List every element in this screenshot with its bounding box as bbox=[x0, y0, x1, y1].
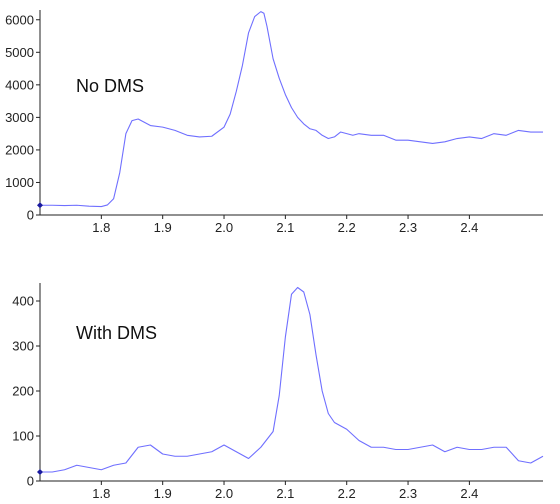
series-start-marker bbox=[37, 469, 43, 475]
x-tick-label: 1.9 bbox=[154, 486, 172, 501]
y-tick-label: 4000 bbox=[5, 77, 34, 92]
chart-title: No DMS bbox=[76, 76, 144, 96]
x-tick-label: 2.4 bbox=[460, 486, 478, 501]
x-tick-label: 2.1 bbox=[276, 486, 294, 501]
y-tick-label: 0 bbox=[27, 474, 34, 489]
x-tick-label: 1.8 bbox=[92, 220, 110, 235]
chart-panel-with-dms: With DMS 0 100 200 300 400 1.8 1.9 2.0 2.1 2.2 2.3… bbox=[12, 283, 544, 501]
x-tick-label: 1.9 bbox=[154, 220, 172, 235]
chart-title: With DMS bbox=[76, 323, 157, 343]
y-tick-label: 2000 bbox=[5, 142, 34, 157]
series-start-marker bbox=[37, 202, 43, 209]
y-tick-label: 300 bbox=[12, 339, 34, 354]
y-tick-label: 6000 bbox=[5, 12, 34, 27]
x-tick-label: 2.3 bbox=[399, 486, 417, 501]
x-tick-label: 2.2 bbox=[338, 220, 356, 235]
y-tick-label: 5000 bbox=[5, 45, 34, 60]
series-line bbox=[40, 11, 543, 208]
x-tick-label: 2.1 bbox=[276, 220, 294, 235]
series-line bbox=[40, 286, 544, 473]
x-tick-label: 1.8 bbox=[92, 486, 110, 501]
x-tick-label: 2.4 bbox=[460, 220, 478, 235]
y-tick-label: 200 bbox=[12, 384, 34, 399]
y-tick-label: 100 bbox=[12, 429, 34, 444]
y-tick-label: 400 bbox=[12, 294, 34, 309]
y-tick-label: 1000 bbox=[5, 175, 34, 190]
x-tick-label: 2.2 bbox=[338, 486, 356, 501]
y-tick-label: 3000 bbox=[5, 110, 34, 125]
x-tick-label: 2.0 bbox=[215, 220, 233, 235]
y-tick-label: 0 bbox=[27, 208, 34, 223]
chart-panel-no-dms: No DMS 0 1000 2000 3000 4000 5000 6000 1.8 1.9 2.… bbox=[5, 10, 543, 235]
x-tick-label: 2.3 bbox=[399, 220, 417, 235]
x-tick-label: 2.0 bbox=[215, 486, 233, 501]
